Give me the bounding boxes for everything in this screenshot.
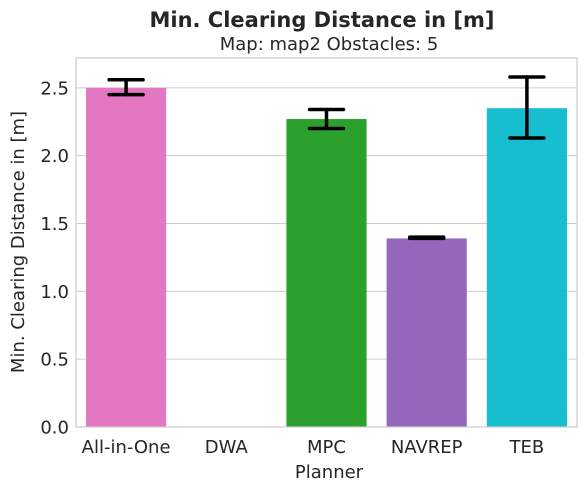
y-tick-label: 0.5 <box>40 350 69 371</box>
y-tick-label: 2.0 <box>40 146 69 167</box>
y-tick-label: 1.5 <box>40 214 69 235</box>
y-tick-labels: 0.0 0.5 1.0 1.5 2.0 2.5 <box>40 78 69 438</box>
bar <box>286 119 366 427</box>
x-tick-label: All-in-One <box>82 437 171 458</box>
x-tick-label: TEB <box>509 437 545 458</box>
bars <box>86 88 567 427</box>
y-tick-label: 2.5 <box>40 78 69 99</box>
y-tick-label: 1.0 <box>40 282 69 303</box>
y-tick-label: 0.0 <box>40 418 69 439</box>
chart-subtitle: Map: map2 Obstacles: 5 <box>220 34 439 55</box>
chart-title: Min. Clearing Distance in [m] <box>149 8 494 32</box>
x-tick-label: DWA <box>205 437 249 458</box>
y-axis-label: Min. Clearing Distance in [m] <box>8 111 29 373</box>
bar <box>487 108 567 427</box>
x-axis-label: Planner <box>295 462 364 483</box>
bar <box>387 238 467 427</box>
x-tick-labels: All-in-One DWA MPC NAVREP TEB <box>82 437 545 458</box>
x-tick-label: MPC <box>307 437 346 458</box>
x-tick-label: NAVREP <box>391 437 463 458</box>
bar <box>86 88 166 427</box>
